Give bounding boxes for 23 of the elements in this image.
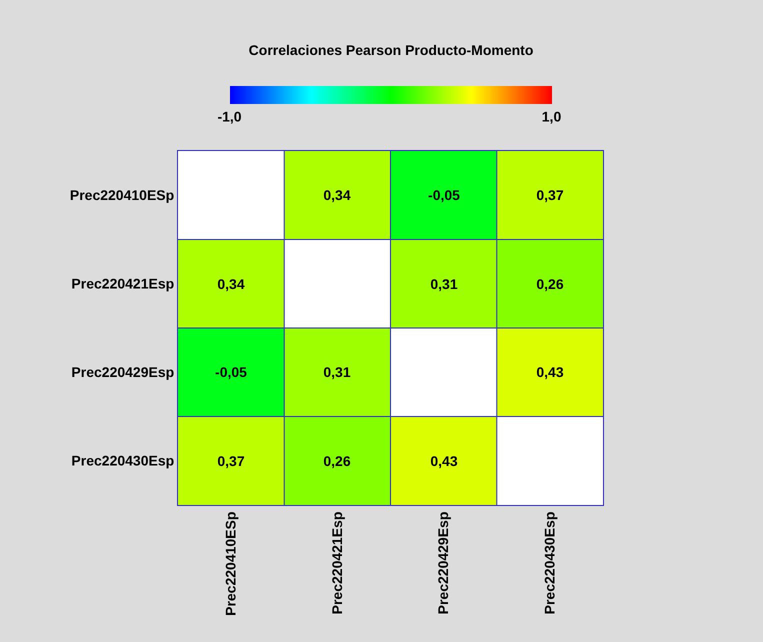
- chart-title: Correlaciones Pearson Producto-Momento: [248, 42, 534, 58]
- y-tick-label: Prec220421Esp: [71, 276, 174, 292]
- data-label: 0,37: [536, 186, 564, 203]
- data-label: 0,26: [323, 452, 351, 469]
- data-label: 0,43: [536, 364, 564, 380]
- data-label: 0,31: [430, 276, 458, 292]
- data-label: 0,43: [430, 452, 458, 469]
- x-tick-label: Prec220429Esp: [435, 512, 452, 614]
- x-tick-label: Prec220410ESp: [222, 512, 239, 616]
- y-tick-label: Prec220429Esp: [71, 364, 174, 380]
- data-label: 0,34: [323, 186, 351, 203]
- data-label: 0,26: [536, 276, 564, 292]
- data-label: 0,34: [217, 276, 245, 292]
- x-tick-label: Prec220421Esp: [328, 512, 345, 614]
- data-label: 0,37: [217, 452, 245, 469]
- data-label: -0,05: [215, 364, 248, 380]
- color-bar-label: -1,0: [217, 108, 242, 124]
- y-tick-label: Prec220430Esp: [71, 452, 174, 469]
- x-tick-label: Prec220430Esp: [541, 512, 558, 614]
- y-tick-label: Prec220410ESp: [70, 187, 174, 204]
- data-label: -0,05: [428, 186, 460, 203]
- data-label: 0,31: [323, 364, 351, 380]
- color-bar-label: 1,0: [542, 108, 562, 124]
